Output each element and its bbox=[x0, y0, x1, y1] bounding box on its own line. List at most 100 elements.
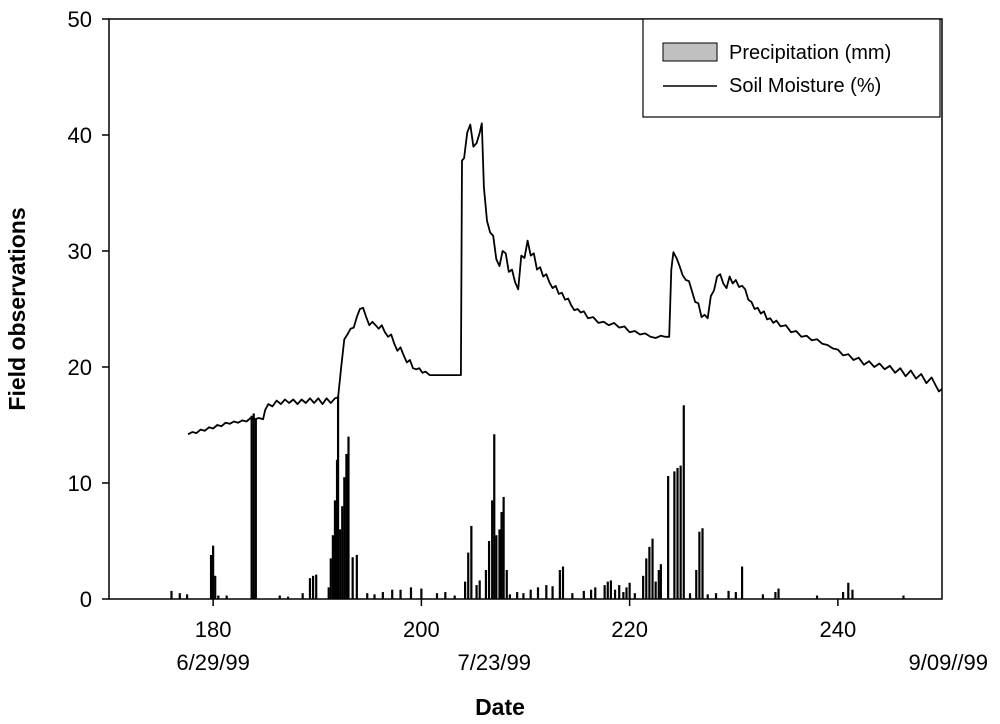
y-axis-title: Field observations bbox=[4, 207, 30, 410]
precipitation-bar bbox=[516, 592, 519, 599]
precipitation-bar bbox=[212, 545, 215, 599]
soil-moisture-line-group bbox=[187, 122, 943, 436]
precipitation-bar bbox=[851, 589, 854, 599]
precipitation-bar bbox=[170, 590, 173, 599]
precipitation-bar bbox=[633, 593, 636, 599]
precipitation-bar bbox=[761, 594, 765, 599]
precipitation-bar bbox=[594, 587, 597, 599]
precipitation-bars bbox=[170, 396, 905, 599]
precipitation-bar bbox=[308, 578, 312, 599]
precipitation-bar bbox=[625, 587, 628, 599]
precipitation-bar bbox=[381, 592, 384, 599]
precipitation-bar bbox=[252, 413, 255, 599]
precipitation-bar bbox=[470, 525, 473, 599]
precipitation-bar bbox=[351, 557, 354, 599]
x-tick-label: 220 bbox=[611, 617, 648, 642]
x-date-label: 6/29/99 bbox=[176, 650, 249, 675]
x-axis-ticks: 180 200 220 240 bbox=[195, 599, 856, 642]
precipitation-bar bbox=[491, 500, 494, 599]
precipitation-bar bbox=[648, 546, 651, 599]
precipitation-bar bbox=[311, 575, 315, 599]
precipitation-bar bbox=[613, 589, 617, 599]
precipitation-bar bbox=[500, 512, 503, 599]
y-tick-label: 30 bbox=[68, 239, 92, 264]
precipitation-bar bbox=[508, 594, 511, 599]
precipitation-bar bbox=[355, 554, 358, 599]
y-tick-label: 10 bbox=[68, 471, 92, 496]
precipitation-bar bbox=[536, 587, 540, 599]
precipitation-bar bbox=[841, 592, 845, 599]
x-axis-title: Date bbox=[475, 694, 525, 720]
precipitation-bar bbox=[327, 587, 330, 599]
precipitation-bar bbox=[315, 574, 318, 599]
precipitation-bar bbox=[545, 585, 548, 599]
y-tick-label: 0 bbox=[80, 587, 92, 612]
precipitation-bar bbox=[645, 558, 648, 599]
precipitation-bar bbox=[409, 587, 413, 599]
precipitation-bar bbox=[673, 471, 676, 599]
precipitation-bar bbox=[373, 594, 376, 599]
precipitation-bar bbox=[682, 405, 685, 599]
precipitation-bar bbox=[651, 538, 654, 599]
precipitation-bar bbox=[589, 589, 593, 599]
precipitation-bar bbox=[701, 528, 704, 599]
precipitation-bar bbox=[341, 506, 344, 599]
precipitation-bar bbox=[444, 592, 447, 599]
precipitation-bar bbox=[333, 500, 337, 599]
precipitation-bar bbox=[278, 595, 281, 599]
precipitation-bar bbox=[336, 396, 340, 599]
x-tick-label: 240 bbox=[820, 617, 857, 642]
precipitation-bar bbox=[654, 581, 657, 599]
precipitation-bar bbox=[467, 552, 470, 599]
precipitation-bar bbox=[561, 566, 565, 599]
precipitation-bar bbox=[582, 590, 585, 599]
precipitation-bar bbox=[478, 580, 481, 599]
precipitation-bar bbox=[301, 593, 304, 599]
precipitation-bar bbox=[618, 585, 621, 599]
x-tick-label: 200 bbox=[403, 617, 440, 642]
precipitation-bar bbox=[185, 594, 189, 599]
x-tick-label: 180 bbox=[195, 617, 232, 642]
precipitation-bar bbox=[498, 529, 501, 599]
x-date-label: 9/09//99 bbox=[908, 650, 988, 675]
precipitation-bar bbox=[529, 589, 532, 599]
precipitation-bar bbox=[551, 586, 554, 599]
precipitation-bar bbox=[366, 593, 369, 599]
precipitation-bar bbox=[214, 575, 217, 599]
precipitation-bar bbox=[706, 594, 709, 599]
precipitation-bar bbox=[622, 592, 625, 599]
precipitation-bar bbox=[420, 588, 423, 599]
y-tick-label: 40 bbox=[68, 123, 92, 148]
precipitation-bar bbox=[505, 570, 508, 599]
x-axis-date-labels: 6/29/99 7/23/99 9/09//99 bbox=[176, 650, 988, 675]
precipitation-bar bbox=[740, 566, 744, 599]
precipitation-bar bbox=[475, 585, 478, 599]
precipitation-bar bbox=[727, 590, 730, 599]
precipitation-bar bbox=[847, 582, 850, 599]
precipitation-bar bbox=[698, 531, 701, 599]
precipitation-bar bbox=[571, 593, 574, 599]
precipitation-bar bbox=[286, 596, 290, 599]
precipitation-bar bbox=[343, 477, 346, 599]
precipitation-bar bbox=[209, 554, 213, 599]
precipitation-bar bbox=[399, 589, 402, 599]
precipitation-bar bbox=[464, 581, 467, 599]
soil-moisture-line bbox=[187, 122, 943, 436]
x-date-label: 7/23/99 bbox=[458, 650, 531, 675]
precipitation-bar bbox=[606, 581, 609, 599]
precipitation-bar bbox=[217, 595, 220, 599]
precipitation-bar bbox=[688, 593, 692, 599]
precipitation-bar bbox=[254, 419, 257, 599]
precipitation-bar bbox=[676, 467, 679, 599]
precipitation-bar bbox=[815, 595, 819, 599]
precipitation-bar bbox=[453, 595, 456, 599]
precipitation-bar bbox=[522, 593, 525, 599]
precipitation-bar bbox=[642, 575, 645, 599]
y-tick-label: 50 bbox=[68, 7, 92, 32]
legend: Precipitation (mm) Soil Moisture (%) bbox=[642, 18, 941, 118]
precipitation-bar bbox=[502, 496, 505, 599]
legend-label-precipitation: Precipitation (mm) bbox=[729, 42, 891, 64]
legend-box bbox=[642, 18, 941, 118]
y-tick-label: 20 bbox=[68, 355, 92, 380]
